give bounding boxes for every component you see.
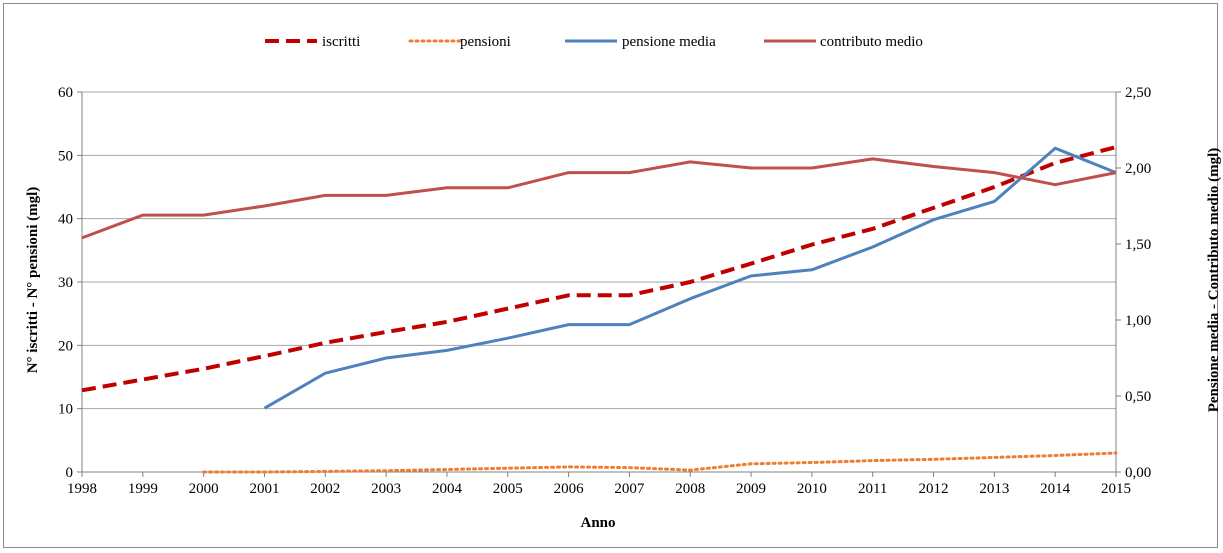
legend: iscritti pensioni pensione media contributo…	[265, 34, 923, 50]
x-tick-label: 2014	[1040, 481, 1071, 497]
left-tick-label: 20	[58, 338, 73, 354]
series-lines	[81, 145, 1118, 474]
series-line-pensioni	[202, 451, 1118, 474]
left-tick-label: 40	[58, 212, 73, 228]
x-tick-label: 2005	[493, 481, 523, 497]
x-tick-label: 2011	[858, 481, 887, 497]
right-tick-label: 0,00	[1125, 465, 1151, 481]
series-line-iscritti	[81, 145, 1117, 393]
x-tick-label: 1999	[128, 481, 158, 497]
x-tick-label: 2010	[797, 481, 827, 497]
left-tick-label: 30	[58, 275, 73, 291]
series-line-contributo-medio	[81, 157, 1117, 240]
legend-label-iscritti: iscritti	[322, 34, 360, 50]
x-tick-label: 2009	[736, 481, 766, 497]
axes	[81, 92, 1117, 477]
x-tick-label: 2004	[432, 481, 463, 497]
x-tick-label: 2006	[554, 481, 585, 497]
x-tick-label: 2013	[979, 481, 1009, 497]
right-tick-label: 1,50	[1125, 237, 1151, 253]
x-tick-label: 2008	[675, 481, 705, 497]
right-tick-label: 2,00	[1125, 161, 1151, 177]
x-tick-label: 2012	[919, 481, 949, 497]
x-tick-label: 2000	[189, 481, 219, 497]
left-axis-title: N° iscritti - N° pensioni (mgl)	[25, 187, 41, 374]
left-tick-label: 50	[58, 148, 73, 164]
x-tick-label: 2001	[249, 481, 279, 497]
x-tick-label: 2002	[310, 481, 340, 497]
left-tick-label: 60	[58, 85, 73, 101]
legend-label-contributo-medio: contributo medio	[820, 34, 923, 50]
x-tick-label: 2007	[614, 481, 645, 497]
left-tick-label: 0	[66, 465, 74, 481]
right-tick-label: 2,50	[1125, 85, 1151, 101]
x-tick-labels: 1998 1999 2000 2001 2002 2003 2004 2005 2006 2007…	[67, 481, 1131, 497]
x-axis-title: Anno	[580, 515, 615, 531]
x-tick-label: 2015	[1101, 481, 1131, 497]
right-tick-label: 1,00	[1125, 313, 1151, 329]
left-tick-labels: 0 10 20 30 40 50 60	[58, 85, 73, 481]
x-tick-label: 1998	[67, 481, 97, 497]
right-axis-title: Pensione media - Contributo medio (mgl)	[1206, 148, 1222, 413]
legend-label-pensioni: pensioni	[460, 34, 511, 50]
series-line-pensione-media	[263, 146, 1117, 410]
right-tick-labels: 0,00 0,50 1,00 1,50 2,00 2,50	[1125, 85, 1151, 481]
x-tick-label: 2003	[371, 481, 401, 497]
grid-lines	[77, 91, 1121, 473]
legend-label-pensione-media: pensione media	[622, 34, 716, 50]
right-tick-label: 0,50	[1125, 389, 1151, 405]
left-tick-label: 10	[58, 402, 73, 418]
